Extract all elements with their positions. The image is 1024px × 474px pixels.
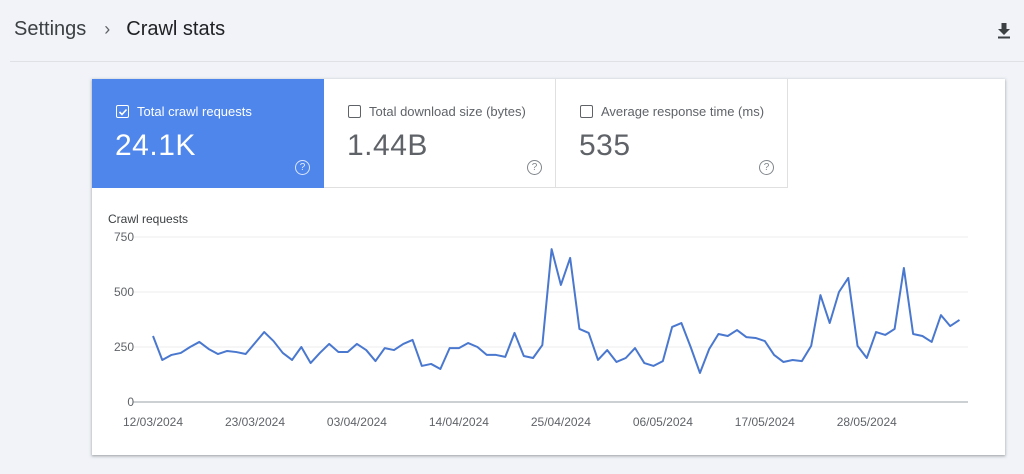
checkbox-checked[interactable] [116,105,129,118]
y-tick-label: 250 [114,340,134,354]
download-icon [998,23,1010,39]
crawl-stats-card: Total crawl requests 24.1K ? Total downl… [92,79,1005,455]
x-tick-label: 03/04/2024 [327,415,387,429]
checkbox-unchecked[interactable] [348,105,361,118]
x-tick-label: 14/04/2024 [429,415,489,429]
x-tick-label: 17/05/2024 [735,415,795,429]
x-tick-label: 06/05/2024 [633,415,693,429]
page-title: Crawl stats [126,18,226,40]
x-tick-label: 28/05/2024 [837,415,897,429]
metric-tile-total-crawl-requests[interactable]: Total crawl requests 24.1K ? [92,79,324,188]
header-divider [10,61,1024,62]
y-tick-label: 750 [114,230,134,244]
breadcrumb-settings-link[interactable]: Settings [14,18,87,40]
help-circle-icon[interactable]: ? [295,160,310,175]
breadcrumb: Settings › Crawl stats [14,18,225,41]
checkbox-unchecked[interactable] [580,105,593,118]
crawl-requests-line [152,248,961,374]
chart-title: Crawl requests [108,212,189,226]
metric-label: Total crawl requests [137,104,252,119]
metric-label: Total download size (bytes) [369,104,526,119]
chevron-right-icon: › [104,19,111,39]
check-icon [118,108,127,116]
download-button[interactable] [990,16,1018,44]
metric-tile-average-response-time[interactable]: Average response time (ms) 535 ? [556,79,788,188]
help-circle-icon[interactable]: ? [527,160,542,175]
y-tick-label: 500 [114,285,134,299]
page-header: Settings › Crawl stats [0,0,1024,62]
y-tick-label: 0 [127,395,134,409]
metric-value: 1.44B [347,129,428,162]
metric-tile-total-download-size[interactable]: Total download size (bytes) 1.44B ? [324,79,556,188]
metric-value: 535 [579,129,631,162]
crawl-requests-line-chart[interactable]: 0 250 500 750 12/03/2024 23/03/2024 03/04/2024… [92,79,1005,455]
x-tick-label: 12/03/2024 [123,415,183,429]
x-tick-label: 23/03/2024 [225,415,285,429]
metric-value: 24.1K [115,129,196,162]
help-circle-icon[interactable]: ? [759,160,774,175]
x-tick-label: 25/04/2024 [531,415,591,429]
metric-tiles: Total crawl requests 24.1K ? Total downl… [92,79,788,188]
metric-label: Average response time (ms) [601,104,765,119]
